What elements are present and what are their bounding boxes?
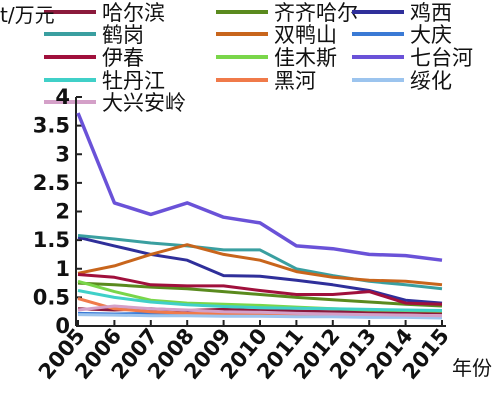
legend-label: 鹤岗 [102,23,144,47]
y-tick-label: 3 [55,142,70,166]
legend-label: 大庆 [410,23,452,47]
y-tick-label: 2.5 [33,171,70,195]
y-tick-label: 0 [55,314,70,338]
series-line [77,235,443,305]
series-line [77,243,443,287]
legend-label: 伊春 [102,46,144,70]
y-tick-label: 0.5 [33,285,70,309]
series-line [77,281,443,308]
legend-label: 齐齐哈尔 [274,1,358,25]
legend-label: 牡丹江 [102,69,165,93]
y-tick-label: 2 [55,200,70,224]
legend-label: 哈尔滨 [102,1,165,25]
series-line [77,289,443,312]
x-axis-label: 年份 [452,356,492,380]
series-line [77,304,443,318]
series-lines [76,112,443,320]
y-tick-label: 1 [55,257,70,281]
legend-label: 黑河 [274,69,316,93]
series-line [77,273,443,306]
legend-label: 绥化 [410,69,452,93]
series-line [77,313,443,320]
y-tick-label: 4 [55,85,70,109]
series-line [77,234,443,291]
y-axis-label: t/万元 [0,3,55,27]
y-ticks: 0 0.5 1 1.5 2 2.5 3 3.5 4 [33,85,82,338]
y-tick-label: 3.5 [33,114,70,138]
x-ticks: 2005200620072008200920102011201220132014… [34,320,454,384]
y-tick-label: 1.5 [33,228,70,252]
legend-label: 大兴安岭 [102,91,186,115]
legend-label: 鸡西 [410,1,452,25]
legend-label: 佳木斯 [274,46,337,70]
legend-label: 双鸭山 [274,23,337,47]
series-line [76,112,443,262]
legend-label: 七台河 [410,46,473,70]
